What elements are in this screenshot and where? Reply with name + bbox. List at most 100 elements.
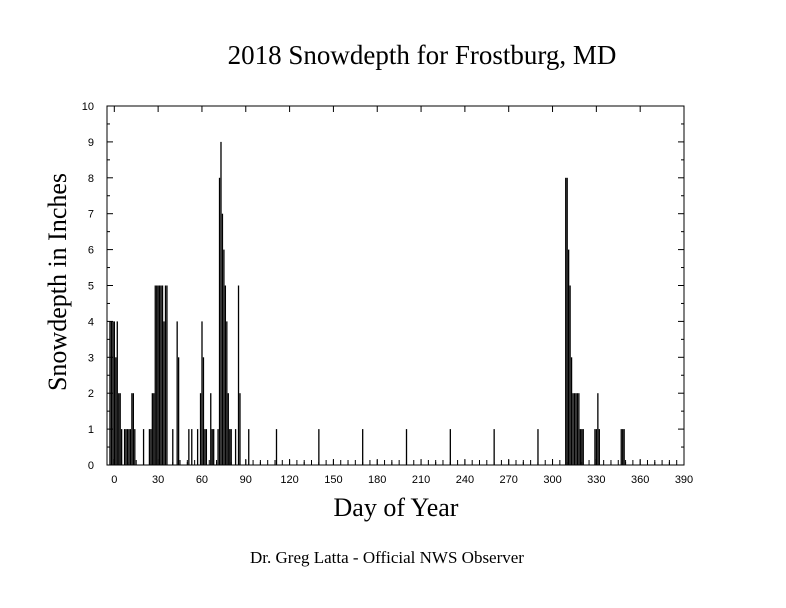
snowdepth-bar [166,285,168,465]
snowdepth-bar [213,429,215,465]
snowdepth-bar [218,177,221,466]
snowdepth-bar [191,429,193,465]
snowdepth-bar [275,429,278,465]
snowdepth-bar [230,429,232,465]
chart-footer: Dr. Greg Latta - Official NWS Observer [250,548,524,567]
snowdepth-bar [142,429,145,465]
snowdepth-bar [493,429,495,465]
snowdepth-bar [134,429,136,465]
snowdepth-bar [405,429,408,465]
snowdepth-bar [160,285,162,465]
snowdepth-bar [221,213,224,465]
snowdepth-bar [594,429,596,465]
y-tick-label: 7 [88,209,94,221]
snowdepth-bar [201,321,203,465]
snowdepth-bar [226,321,228,465]
snowdepth-bar [131,393,133,465]
snowdepth-bar [161,285,164,465]
snowdepth-bar [622,429,624,465]
x-tick-label: 330 [587,474,605,486]
snowdepth-bar [598,429,600,465]
snowdepth-bar [115,357,117,465]
x-tick-label: 210 [412,474,430,486]
snowdepth-bar [565,177,567,466]
snowdepth-bar [118,393,120,465]
snowdepth-bar [229,429,231,465]
snowdepth-bar [234,429,237,465]
snowdepth-bar [109,321,111,465]
snowdepth-bar [210,393,212,465]
snowdepth-bar [199,393,202,465]
snowdepth-bar [154,285,156,465]
y-tick-label: 6 [88,245,94,257]
bar-series [109,141,625,466]
snowdepth-bar [151,393,153,465]
snowdepth-bar [205,429,208,465]
snowdepth-bar [126,429,129,465]
snowdepth-bar [196,429,199,465]
snowdepth-bar [164,285,167,465]
snowdepth-bar [129,429,132,465]
snowdepth-bar [537,429,539,465]
snowdepth-bar [576,393,579,465]
snowdepth-bar [116,321,118,465]
x-tick-label: 0 [111,474,117,486]
snowdepth-bar [582,429,584,465]
snowdepth-bar [172,429,174,465]
snowdepth-bar [318,429,320,465]
snowdepth-bar [217,429,219,465]
y-tick-label: 4 [88,316,94,328]
snowdepth-bar [578,393,580,465]
x-tick-label: 30 [152,474,164,486]
y-tick-label: 1 [88,424,94,436]
y-tick-label: 3 [88,352,94,364]
snowdepth-bar [148,429,151,465]
x-tick-label: 150 [324,474,342,486]
x-tick-label: 360 [631,474,649,486]
snowdepth-bar [163,321,165,465]
snowdepth-bar [128,429,130,465]
x-axis-label: Day of Year [334,493,459,522]
snowdepth-bar [449,429,451,465]
snowdepth-bar [581,429,583,465]
snowdepth-bar [570,357,573,465]
snowdepth-bar [575,393,577,465]
snowdepth-bar [220,141,222,465]
y-tick-label: 9 [88,137,94,149]
snowdepth-bar [112,321,114,465]
snowdepth-bar [121,429,123,465]
axis-ticks: 0 1 2 3 4 5 6 7 8 9 10 0 30 60 90 120 150 180 210 240 270 300… [82,101,693,486]
x-tick-label: 60 [196,474,208,486]
snowdepth-bar [224,285,227,465]
snowdepth-bar [156,285,158,465]
snowdepth-bar [572,393,574,465]
x-tick-label: 270 [500,474,518,486]
snowdepth-bar [119,393,121,465]
snowdepth-bar [223,249,225,465]
snowdepth-bar [113,321,116,465]
y-tick-label: 5 [88,281,94,293]
snowdepth-bar [248,429,250,465]
snowdepth-bar [237,285,240,465]
baseline-dashes [135,460,678,465]
snowdepth-bar [123,429,126,465]
snowdepth-bar [569,285,571,465]
snowdepth-bar [568,249,570,465]
snowdepth-bar [595,429,598,465]
snowdepth-bar [188,429,190,465]
snowdepth-bar [566,177,568,466]
snowdepth-bar [150,429,152,465]
snowdepth-bar [573,393,576,465]
snowdepth-bar [158,285,161,465]
snowdepth-bar [239,393,241,465]
y-tick-label: 2 [88,388,94,400]
snowdepth-bar [177,357,180,465]
x-tick-label: 390 [675,474,693,486]
y-axis-label: Snowdepth in Inches [43,173,72,391]
snowdepth-bar [157,285,159,465]
snowdepth-bar [110,321,113,465]
snowdepth-bar [132,393,134,465]
snowdepth-bar [176,321,178,465]
snowdepth-bar [204,429,206,465]
